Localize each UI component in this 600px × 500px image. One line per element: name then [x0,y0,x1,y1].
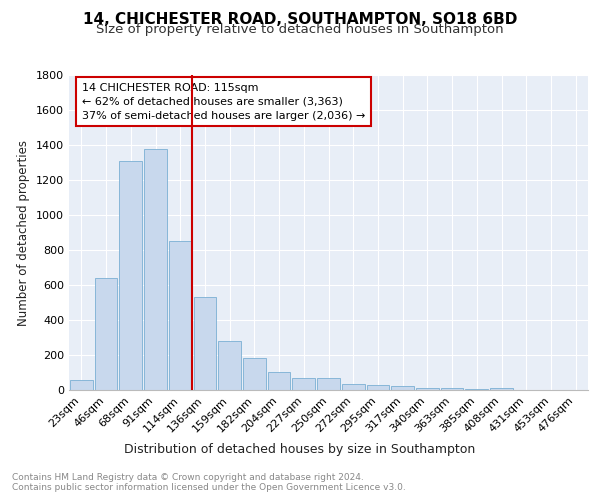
Bar [218,341,241,390]
Bar [169,242,191,390]
Bar [292,378,315,390]
Bar [194,297,216,390]
Bar [119,161,142,390]
Text: 14, CHICHESTER ROAD, SOUTHAMPTON, SO18 6BD: 14, CHICHESTER ROAD, SOUTHAMPTON, SO18 6… [83,12,517,28]
Bar [243,358,266,390]
Bar [70,380,93,390]
Text: 14 CHICHESTER ROAD: 115sqm
← 62% of detached houses are smaller (3,363)
37% of s: 14 CHICHESTER ROAD: 115sqm ← 62% of deta… [82,83,365,121]
Bar [391,386,414,390]
Text: Contains HM Land Registry data © Crown copyright and database right 2024.: Contains HM Land Registry data © Crown c… [12,472,364,482]
Bar [317,378,340,390]
Text: Size of property relative to detached houses in Southampton: Size of property relative to detached ho… [96,24,504,36]
Text: Distribution of detached houses by size in Southampton: Distribution of detached houses by size … [124,442,476,456]
Bar [342,384,365,390]
Bar [144,148,167,390]
Text: Contains public sector information licensed under the Open Government Licence v3: Contains public sector information licen… [12,484,406,492]
Bar [466,388,488,390]
Y-axis label: Number of detached properties: Number of detached properties [17,140,31,326]
Bar [95,278,118,390]
Bar [367,385,389,390]
Bar [416,388,439,390]
Bar [490,388,513,390]
Bar [268,372,290,390]
Bar [441,388,463,390]
